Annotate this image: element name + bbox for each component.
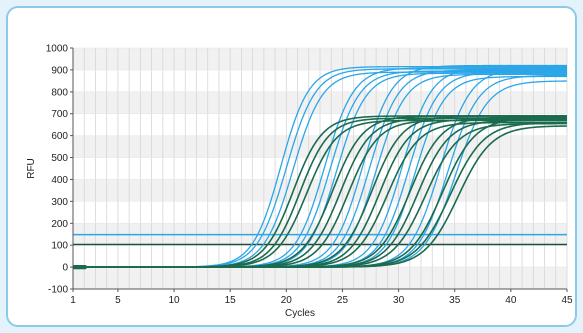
y-tick-label: 800 [51,87,68,98]
y-tick-label: 400 [51,175,68,186]
y-tick-labels: -100 0 100 200 300 400 500 600 700 800 900 1000 [46,44,73,296]
y-tick-label: 0 [62,263,68,274]
y-tick-label: 1000 [46,44,69,55]
x-tick-label: 35 [449,295,461,306]
x-tick-label: 30 [393,295,405,306]
y-tick-label: 700 [51,109,68,120]
y-tick-label: 900 [51,65,68,76]
y-tick-label: 100 [51,241,68,252]
green-amplification-curve [72,125,568,269]
x-tick-label: 5 [115,295,121,306]
y-tick-label: 600 [51,131,68,142]
x-tick-label: 40 [505,295,517,306]
x-tick-label: 20 [281,295,293,306]
x-axis-title: Cycles [285,308,315,319]
x-tick-label: 15 [225,295,237,306]
y-tick-label: 500 [51,153,68,164]
y-axis-title: RFU [26,158,37,179]
axes [72,48,567,290]
x-tick-label: 25 [337,295,349,306]
y-tick-label: -100 [48,285,68,296]
y-tick-label: 300 [51,197,68,208]
x-tick-labels: 1 5 10 15 20 25 30 35 40 45 [70,289,573,306]
x-tick-label: 45 [561,295,573,306]
amplification-curves [72,64,568,270]
x-tick-label: 10 [168,295,180,306]
y-tick-label: 200 [51,219,68,230]
x-tick-label: 1 [70,295,76,306]
